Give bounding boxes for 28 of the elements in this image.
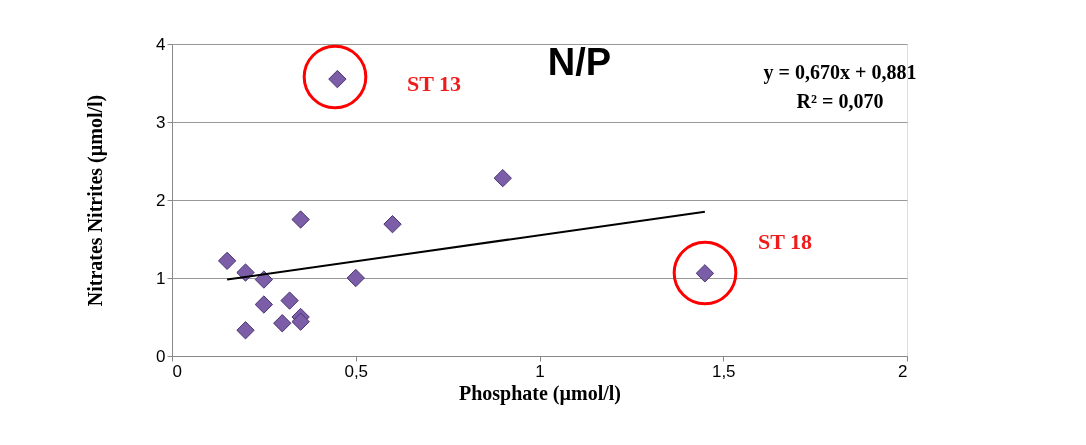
- point: [273, 314, 292, 333]
- chart-title: N/P: [547, 41, 612, 83]
- annotation: ST 13: [407, 71, 462, 96]
- annotation: y = 0,670x + 0,881: [763, 61, 917, 84]
- y-axis-title: Nitrates Nitrites (µmol/l): [84, 94, 108, 307]
- point: [217, 251, 237, 270]
- point: [280, 291, 299, 310]
- x-tick-label: 0,5: [344, 361, 369, 381]
- point: [291, 210, 310, 229]
- annotation: ST 18: [758, 229, 813, 254]
- x-axis-title: Phosphate (µmol/l): [458, 381, 622, 405]
- point: [236, 321, 255, 340]
- y-tick-label: 1: [156, 268, 166, 288]
- y-tick-label: 2: [156, 190, 166, 210]
- x-tick-label: 1: [535, 361, 545, 381]
- point: [346, 268, 365, 288]
- point: [493, 169, 512, 188]
- point: [254, 295, 274, 314]
- x-tick-label: 2: [898, 361, 908, 381]
- y-tick-label: 4: [156, 34, 166, 54]
- y-tick-label: 3: [156, 112, 166, 132]
- x-tick-label: 1,5: [711, 361, 736, 381]
- point: [254, 270, 274, 289]
- x-tick-label: 0: [172, 361, 182, 381]
- annotation: R² = 0,070: [796, 90, 884, 112]
- point: [383, 215, 402, 234]
- y-tick-label: 0: [156, 346, 166, 366]
- point: [291, 312, 310, 331]
